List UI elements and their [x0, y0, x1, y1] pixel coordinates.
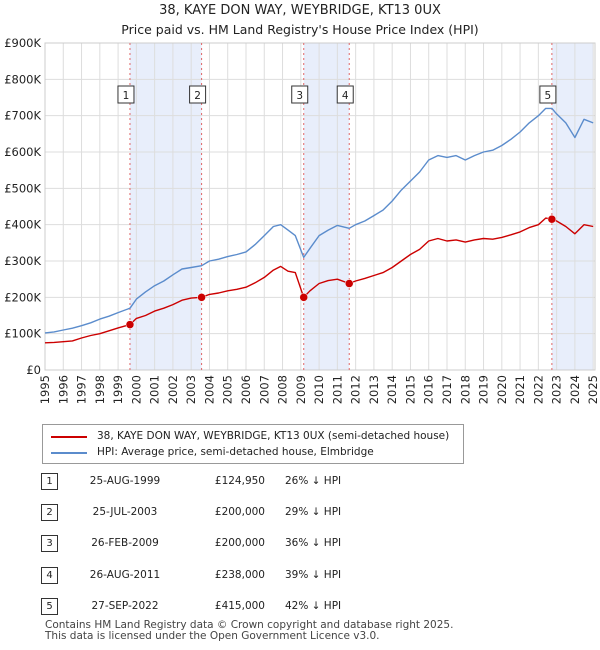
x-tick-label: 2003	[184, 375, 198, 404]
legend-label-hpi: HPI: Average price, semi-detached house,…	[97, 446, 374, 458]
ownership-shading	[551, 43, 594, 370]
sale-date: 26-AUG-2011	[89, 569, 161, 581]
sale-hpi-diff: 39% ↓ HPI	[285, 569, 342, 581]
x-tick-label: 2018	[458, 375, 472, 404]
x-tick-label: 2009	[294, 375, 308, 404]
footer-attribution: Contains HM Land Registry data © Crown c…	[45, 620, 453, 642]
x-tick-label: 2002	[166, 375, 180, 404]
sale-annotation-box	[539, 85, 557, 104]
sale-row: 5 27-SEP-2022 £415,000 42% ↓ HPI	[0, 595, 600, 615]
x-tick-label: 2024	[568, 375, 582, 404]
x-tick-label: 2012	[349, 375, 363, 404]
sale-price: £200,000	[214, 537, 265, 549]
sale-annotation-label: 3	[296, 90, 303, 102]
sale-point	[197, 293, 206, 302]
sale-date: 25-AUG-1999	[89, 475, 161, 487]
sale-point	[344, 279, 354, 288]
sale-annotation-label: 4	[342, 90, 349, 102]
sale-point	[547, 214, 557, 224]
sale-row: 4 26-AUG-2011 £238,000 39% ↓ HPI	[0, 564, 600, 584]
sale-annotation-label: 5	[545, 90, 552, 102]
x-tick-label: 2008	[276, 375, 290, 404]
sale-point	[125, 320, 135, 329]
sale-hpi-diff: 29% ↓ HPI	[285, 506, 342, 518]
sale-number-badge: 3	[41, 535, 58, 552]
sale-number-badge: 5	[41, 598, 58, 615]
plot-frame	[44, 42, 596, 371]
y-tick-label: £400K	[4, 218, 41, 232]
x-tick-label: 2016	[422, 375, 436, 404]
sale-price: £238,000	[214, 569, 265, 581]
sale-date: 26-FEB-2009	[91, 537, 159, 549]
footer-copyright: Contains HM Land Registry data © Crown c…	[45, 619, 454, 631]
y-tick-label: £800K	[4, 72, 41, 86]
sale-price: £415,000	[214, 600, 265, 612]
x-tick-label: 2015	[403, 375, 417, 404]
sale-annotation-box	[291, 85, 309, 104]
x-tick-label: 2010	[312, 375, 326, 404]
y-tick-label: £300K	[4, 254, 41, 268]
y-tick-label: £900K	[4, 36, 41, 50]
sale-annotation-box	[117, 85, 135, 104]
price-chart: £0 £100K £200K £300K £400K £500K £600K £700K £80…	[4, 36, 600, 404]
sale-row: 1 25-AUG-1999 £124,950 26% ↓ HPI	[0, 470, 600, 490]
x-tick-label: 1996	[56, 375, 70, 404]
x-tick-label: 2014	[385, 375, 399, 404]
x-tick-label: 1999	[111, 375, 125, 404]
sale-date: 25-JUL-2003	[92, 506, 158, 518]
legend-swatch-hpi	[51, 452, 87, 454]
x-tick-label: 2013	[367, 375, 381, 404]
x-tick-label: 2023	[550, 375, 564, 404]
y-tick-label: £0	[26, 363, 41, 377]
y-tick-label: £100K	[4, 327, 41, 341]
sale-hpi-diff: 36% ↓ HPI	[285, 537, 342, 549]
sale-point	[299, 293, 308, 302]
hpi-series-line	[44, 107, 594, 334]
chart-title: 38, KAYE DON WAY, WEYBRIDGE, KT13 0UX	[159, 3, 441, 18]
x-tick-label: 2011	[330, 375, 344, 404]
chart-subtitle: Price paid vs. HM Land Registry's House …	[121, 22, 479, 37]
x-tick-label: 1995	[38, 375, 52, 404]
y-tick-label: £500K	[4, 181, 41, 195]
x-tick-label: 2007	[257, 375, 271, 404]
sale-annotation-box	[336, 85, 354, 104]
x-tick-label: 2001	[148, 375, 162, 404]
sale-row: 2 25-JUL-2003 £200,000 29% ↓ HPI	[0, 501, 600, 521]
x-tick-label: 2025	[586, 375, 600, 404]
sale-price: £200,000	[214, 506, 265, 518]
footer-licence: This data is licensed under the Open Gov…	[45, 630, 380, 642]
sale-row: 3 26-FEB-2009 £200,000 36% ↓ HPI	[0, 532, 600, 552]
y-tick-label: £600K	[4, 145, 41, 159]
sale-hpi-diff: 26% ↓ HPI	[285, 475, 342, 487]
sale-annotation-label: 2	[194, 90, 201, 102]
x-tick-label: 1998	[93, 375, 107, 404]
x-tick-label: 1997	[75, 375, 89, 404]
property-price-line	[44, 217, 594, 344]
y-tick-label: £700K	[4, 109, 41, 123]
x-tick-label: 2022	[531, 375, 545, 404]
sale-annotation-box	[189, 85, 207, 104]
x-tick-label: 2020	[495, 375, 509, 404]
sale-hpi-diff: 42% ↓ HPI	[285, 600, 342, 612]
x-tick-label: 2006	[239, 375, 253, 404]
x-tick-label: 2017	[440, 375, 454, 404]
x-tick-label: 2000	[129, 375, 143, 404]
sale-annotation-label: 1	[123, 90, 130, 102]
sale-price: £124,950	[214, 475, 265, 487]
sale-date: 27-SEP-2022	[91, 600, 159, 612]
sale-number-badge: 1	[41, 473, 58, 490]
sale-number-badge: 2	[41, 504, 58, 521]
legend-label-property: 38, KAYE DON WAY, WEYBRIDGE, KT13 0UX (s…	[97, 430, 450, 442]
y-tick-label: £200K	[4, 290, 41, 304]
x-tick-label: 2005	[221, 375, 235, 404]
legend-swatch-property	[51, 436, 87, 438]
chart-legend: 38, KAYE DON WAY, WEYBRIDGE, KT13 0UX (s…	[42, 424, 464, 464]
x-tick-label: 2004	[202, 375, 216, 404]
sale-number-badge: 4	[41, 567, 58, 584]
x-tick-label: 2021	[513, 375, 527, 404]
x-tick-label: 2019	[477, 375, 491, 404]
